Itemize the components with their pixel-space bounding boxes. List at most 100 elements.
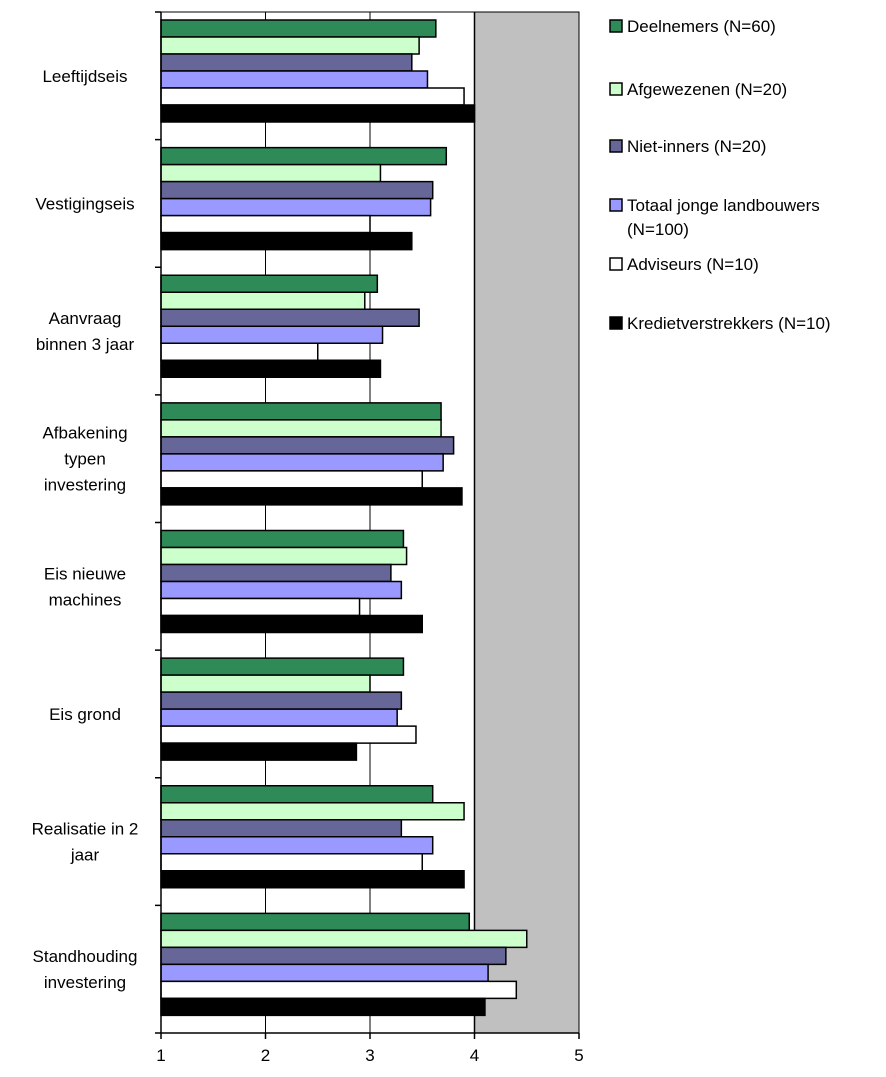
x-tick-label: 4	[470, 1046, 479, 1065]
bar	[160, 487, 463, 506]
legend-entry: Afgewezenen (N=20)	[627, 80, 787, 99]
legend: Deelnemers (N=60) Afgewezenen (N=20) Niet-…	[609, 17, 831, 333]
bar	[160, 436, 455, 455]
bar	[160, 36, 420, 55]
bar	[160, 308, 420, 327]
legend-entry: Totaal jonge landbouwers (N=100)	[627, 196, 820, 239]
category-label-line: Realisatie in 2	[32, 820, 139, 839]
category-label: Eis nieuwe machines	[44, 564, 126, 609]
bar	[160, 325, 384, 344]
bar	[160, 674, 371, 693]
category-label: Aanvraag binnen 3 jaar	[36, 309, 135, 354]
bar	[160, 980, 518, 1000]
category-label: Eis grond	[49, 705, 121, 724]
y-axis	[155, 11, 162, 1034]
bar	[160, 274, 379, 293]
legend-swatch	[609, 257, 623, 271]
legend-entry-line: Deelnemers (N=60)	[627, 17, 776, 36]
legend-entry-line: Totaal jonge landbouwers	[627, 196, 820, 215]
category-label-line: Afbakening	[42, 424, 127, 443]
bar	[160, 614, 423, 634]
x-tick-label: 5	[574, 1046, 583, 1065]
bar	[160, 819, 403, 838]
bar	[160, 402, 442, 421]
bar	[160, 708, 398, 727]
category-label-line: Standhouding	[33, 947, 138, 966]
bar	[160, 197, 432, 217]
category-label: Afbakening typen investering	[42, 424, 127, 495]
legend-entry: Adviseurs (N=10)	[627, 255, 759, 274]
legend-swatch	[609, 198, 623, 212]
category-label-line: Leeftijdseis	[42, 67, 127, 86]
category-label: Leeftijdseis	[42, 67, 127, 86]
x-tick-label: 2	[261, 1046, 270, 1065]
bar	[160, 836, 434, 855]
bar	[160, 104, 476, 123]
bar	[160, 691, 403, 710]
x-tick-label: 1	[156, 1046, 165, 1065]
legend-entry-line: Afgewezenen (N=20)	[627, 80, 787, 99]
bar	[160, 853, 423, 872]
bar	[160, 19, 437, 38]
bar	[160, 946, 507, 966]
bar	[160, 580, 403, 600]
bar	[160, 146, 448, 166]
legend-entry: Niet-inners (N=20)	[627, 137, 766, 156]
legend-swatch	[609, 19, 623, 33]
bar	[160, 597, 361, 617]
bars	[160, 19, 528, 1017]
bar	[160, 529, 405, 549]
plot-background-gray	[474, 12, 579, 1033]
bar	[160, 70, 429, 89]
bar	[160, 342, 319, 361]
legend-entry: Kredietverstrekkers (N=10)	[627, 314, 831, 333]
bar	[160, 214, 371, 234]
bar	[160, 725, 417, 744]
legend-entry-line: Kredietverstrekkers (N=10)	[627, 314, 831, 333]
legend-entry: Deelnemers (N=60)	[627, 17, 776, 36]
bar	[160, 963, 489, 983]
category-label-line: jaar	[70, 846, 100, 865]
bar	[160, 912, 471, 932]
bar	[160, 180, 434, 200]
bar	[160, 563, 392, 583]
bar	[160, 546, 408, 566]
bar	[160, 231, 413, 251]
bar	[160, 470, 423, 489]
legend-entry-line: (N=100)	[627, 220, 689, 239]
category-label: Vestigingseis	[35, 194, 134, 213]
category-label-line: machines	[49, 590, 122, 609]
category-label: Standhouding investering	[33, 947, 138, 992]
legend-swatch	[609, 316, 623, 330]
bar	[160, 419, 442, 438]
category-label-line: investering	[44, 973, 126, 992]
category-label-line: typen	[64, 450, 106, 469]
bar	[160, 87, 465, 106]
bar	[160, 163, 382, 183]
category-label-line: investering	[44, 476, 126, 495]
category-label-line: Eis nieuwe	[44, 564, 126, 583]
bar	[160, 870, 465, 889]
bar	[160, 802, 465, 821]
bar	[160, 291, 366, 310]
x-tick-label: 3	[365, 1046, 374, 1065]
legend-swatch	[609, 139, 623, 153]
category-label-line: Aanvraag	[49, 309, 122, 328]
category-label: Realisatie in 2 jaar	[32, 820, 139, 865]
bar	[160, 929, 528, 949]
bar	[160, 453, 444, 472]
category-label-line: binnen 3 jaar	[36, 335, 135, 354]
bar	[160, 657, 405, 676]
x-axis-ticks: 1 2 3 4 5	[156, 1032, 584, 1065]
bar	[160, 53, 413, 72]
bar	[160, 359, 382, 378]
category-label-line: Vestigingseis	[35, 194, 134, 213]
bar	[160, 997, 486, 1017]
legend-entry-line: Adviseurs (N=10)	[627, 255, 759, 274]
category-labels: Leeftijdseis Vestigingseis Aanvraag binnen …	[32, 67, 139, 992]
legend-entry-line: Niet-inners (N=20)	[627, 137, 766, 156]
legend-swatch	[609, 82, 623, 96]
category-label-line: Eis grond	[49, 705, 121, 724]
bar	[160, 785, 434, 804]
